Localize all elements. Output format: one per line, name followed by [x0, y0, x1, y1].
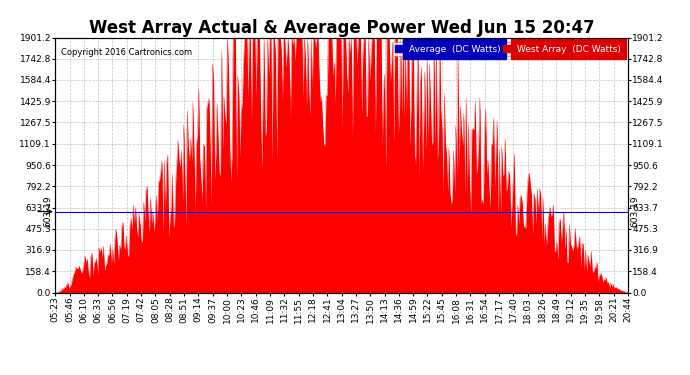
Legend: Average  (DC Watts), West Array  (DC Watts): Average (DC Watts), West Array (DC Watts…: [393, 42, 623, 56]
Text: 603.19: 603.19: [631, 196, 640, 227]
Text: Copyright 2016 Cartronics.com: Copyright 2016 Cartronics.com: [61, 48, 192, 57]
Text: 603.19: 603.19: [43, 196, 52, 227]
Title: West Array Actual & Average Power Wed Jun 15 20:47: West Array Actual & Average Power Wed Ju…: [89, 20, 594, 38]
